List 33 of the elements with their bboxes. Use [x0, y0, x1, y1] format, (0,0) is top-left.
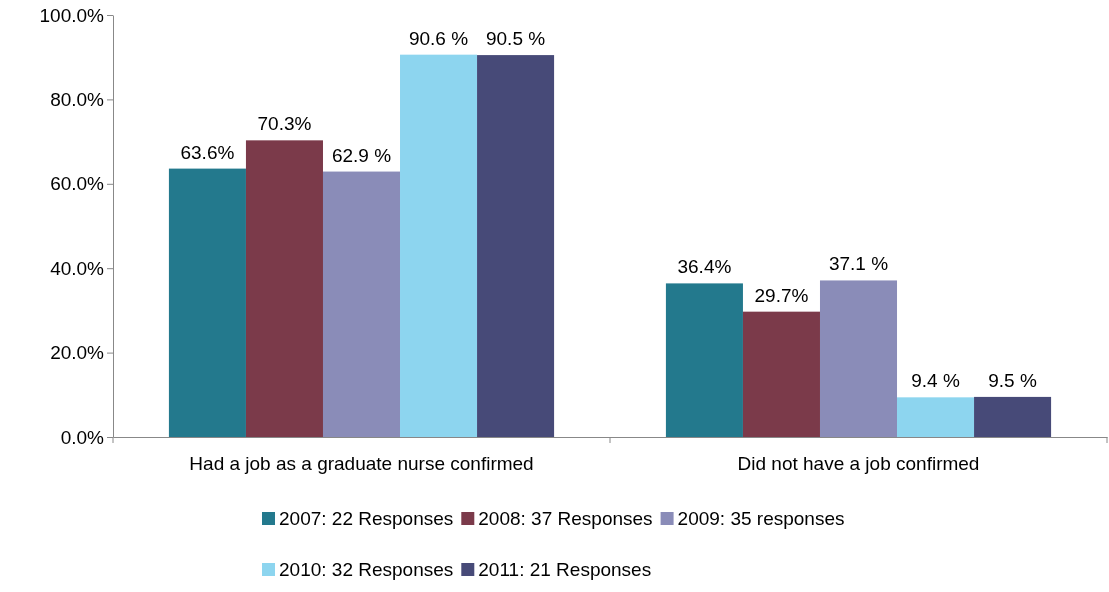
- bar: [897, 397, 975, 437]
- data-label: 62.9 %: [331, 144, 392, 166]
- legend-label: 2010: 32 Responses: [279, 559, 454, 580]
- y-tick-label: 80.0%: [50, 88, 105, 110]
- legend-label: 2009: 35 responses: [677, 508, 845, 529]
- y-tick-label: 20.0%: [50, 342, 105, 364]
- bar: [742, 311, 820, 437]
- data-label: 37.1 %: [828, 253, 889, 275]
- x-tick-label: Had a job as a graduate nurse confirmed: [189, 453, 534, 475]
- data-label: 90.5 %: [485, 28, 546, 50]
- y-tick-label: 40.0%: [50, 257, 105, 279]
- y-tick-label: 0.0%: [60, 426, 105, 448]
- bar: [400, 54, 478, 437]
- data-label: 9.4 %: [911, 370, 960, 392]
- legend-label: 2011: 21 Responses: [478, 559, 652, 580]
- bar: [168, 168, 246, 437]
- data-label: 36.4%: [677, 256, 732, 278]
- legend-label: 2008: 37 Responses: [478, 508, 653, 529]
- bar: [974, 396, 1052, 437]
- data-label: 63.6%: [180, 141, 235, 163]
- data-label: 90.6 %: [408, 27, 469, 49]
- data-label: 70.3%: [257, 113, 312, 135]
- y-tick-label: 60.0%: [50, 173, 105, 195]
- bar: [322, 171, 401, 437]
- bar: [477, 55, 555, 437]
- y-tick-label: 100.0%: [39, 4, 105, 26]
- data-label: 9.5 %: [988, 369, 1037, 391]
- data-label: 29.7%: [754, 284, 809, 306]
- legend-label: 2007: 22 Responses: [279, 508, 454, 529]
- bar: [665, 283, 743, 437]
- bar: [819, 280, 898, 437]
- x-tick-label: Did not have a job confirmed: [737, 453, 980, 475]
- bar: [245, 140, 323, 437]
